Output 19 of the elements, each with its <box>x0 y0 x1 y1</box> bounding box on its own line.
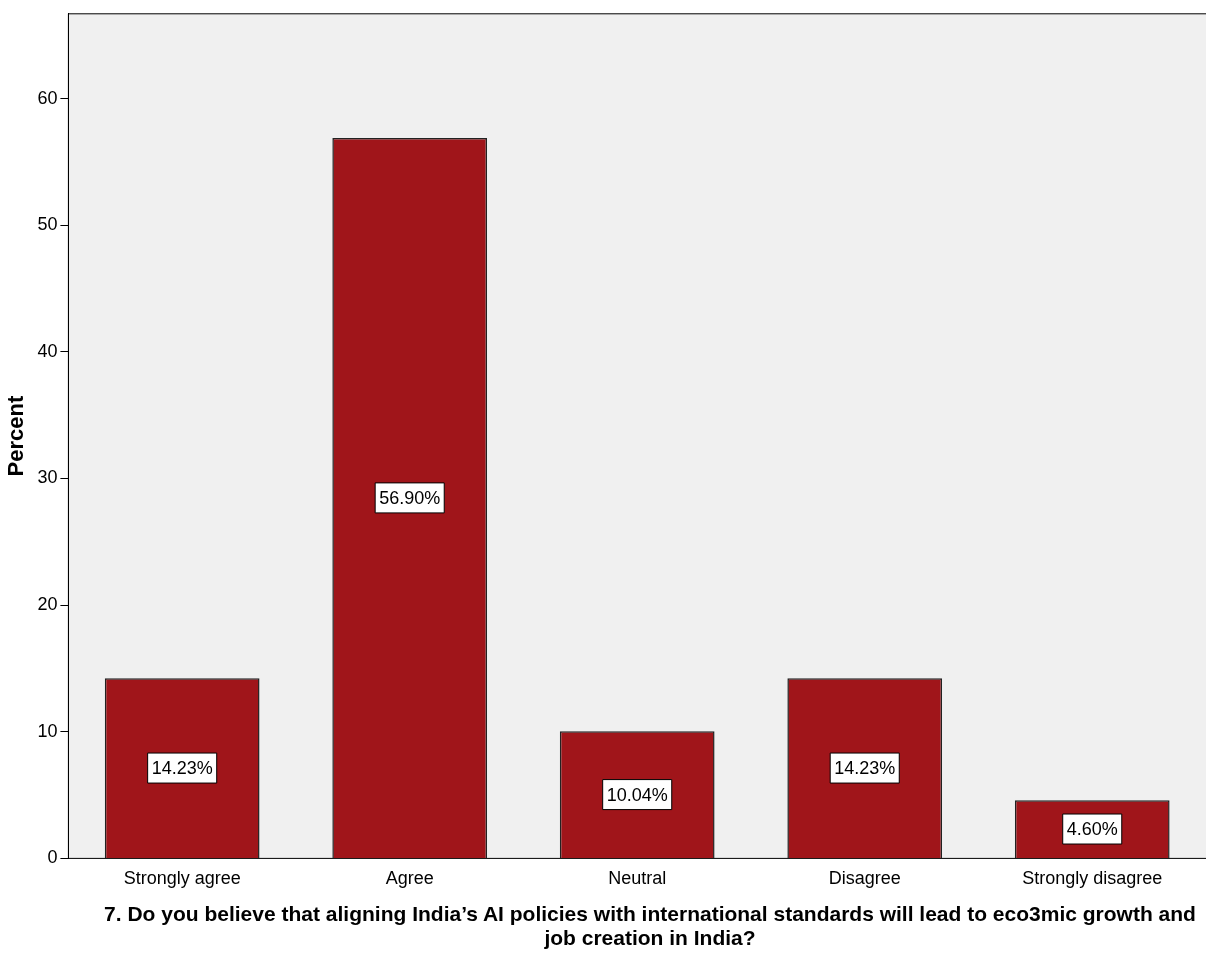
x-tick-label: Disagree <box>828 868 901 889</box>
x-tick-label: Strongly agree <box>123 868 241 889</box>
data-label: 14.23% <box>834 758 896 779</box>
data-label: 56.90% <box>379 487 441 508</box>
y-tick-label: 30 <box>37 467 58 488</box>
x-tick-label: Neutral <box>608 868 667 889</box>
y-axis-title: Percent <box>3 395 29 477</box>
y-tick-label: 10 <box>37 720 58 741</box>
x-axis-title: 7. Do you believe that aligning India’s AI policies with international standards will lead to eco3mic growth and job creation in India? <box>103 902 1197 950</box>
y-tick-label: 60 <box>37 87 58 108</box>
data-label: 10.04% <box>606 784 668 805</box>
y-tick-label: 0 <box>47 847 58 868</box>
y-tick-label: 50 <box>37 214 58 235</box>
y-tick-label: 40 <box>37 340 58 361</box>
x-tick-label: Agree <box>385 868 434 889</box>
x-tick-label: Strongly disagree <box>1022 868 1163 889</box>
data-label: 4.60% <box>1066 818 1118 839</box>
data-label: 14.23% <box>151 758 213 779</box>
y-tick-label: 20 <box>37 594 58 615</box>
